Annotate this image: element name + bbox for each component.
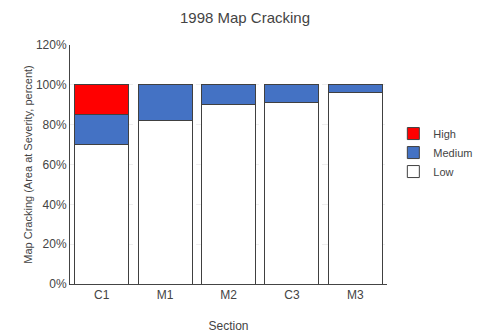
svg-text:C1: C1 — [94, 288, 110, 302]
svg-text:Map Cracking (Area at Severity: Map Cracking (Area at Severity, percent) — [22, 65, 34, 263]
svg-text:Low: Low — [433, 166, 453, 178]
svg-text:120%: 120% — [36, 38, 67, 52]
svg-text:Medium: Medium — [433, 147, 472, 159]
svg-text:20%: 20% — [43, 237, 67, 251]
svg-text:M1: M1 — [157, 288, 174, 302]
svg-text:100%: 100% — [36, 78, 67, 92]
svg-text:40%: 40% — [43, 198, 67, 212]
svg-text:60%: 60% — [43, 158, 67, 172]
svg-text:1998 Map Cracking: 1998 Map Cracking — [180, 9, 310, 26]
svg-text:M2: M2 — [220, 288, 237, 302]
svg-text:Section: Section — [208, 319, 248, 333]
svg-text:0%: 0% — [49, 277, 67, 291]
svg-text:High: High — [433, 128, 456, 140]
svg-text:C3: C3 — [284, 288, 300, 302]
svg-text:80%: 80% — [43, 118, 67, 132]
svg-text:M3: M3 — [347, 288, 364, 302]
